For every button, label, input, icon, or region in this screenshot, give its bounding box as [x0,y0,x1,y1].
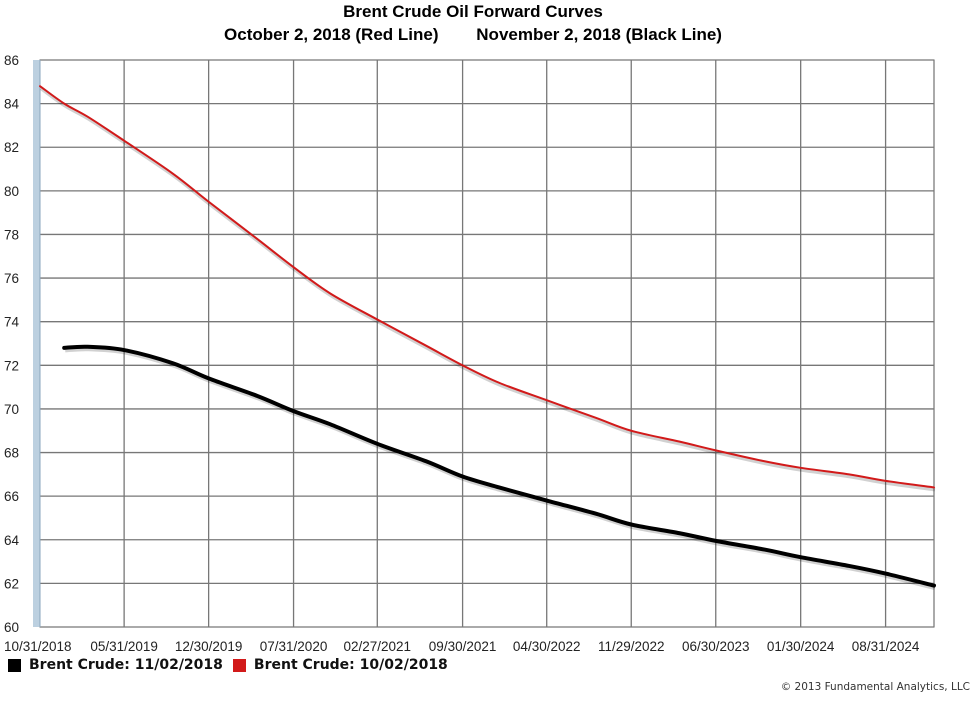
y-tick-label: 84 [4,97,20,112]
legend-item-black[interactable]: Brent Crude: 11/02/2018 [8,657,223,673]
y-tick-label: 70 [4,402,19,417]
chart-title: Brent Crude Oil Forward Curves [343,2,603,21]
x-tick-label: 12/30/2019 [175,639,243,654]
legend-item-red[interactable]: Brent Crude: 10/02/2018 [232,657,448,673]
series-line-black [62,344,936,588]
y-tick-label: 66 [4,489,19,504]
y-tick-label: 62 [4,576,19,591]
x-tick-label: 10/31/2018 [4,639,72,654]
x-tick-label: 02/27/2021 [343,639,411,654]
series-line-red [39,85,935,489]
legend-label-black: Brent Crude: 11/02/2018 [29,657,223,673]
y-tick-label: 76 [4,271,19,286]
series-red-shadow [39,86,936,492]
x-tick-label: 09/30/2021 [429,639,497,654]
legend-swatch-black [8,658,21,672]
y-tick-label: 74 [4,315,20,330]
x-tick-label: 11/29/2022 [598,639,665,654]
y-tick-label: 78 [4,227,19,242]
chart-subtitle: October 2, 2018 (Red Line) November 2, 2… [224,25,722,44]
x-tick-label: 06/30/2023 [682,639,750,654]
y-axis-bar [33,60,40,627]
y-tick-label: 60 [4,620,19,635]
y-tick-label: 68 [4,446,19,461]
legend-swatch-red [232,658,246,672]
grid [39,59,935,628]
x-tick-label: 04/30/2022 [513,639,581,654]
copyright-text: © 2013 Fundamental Analytics, LLC [780,681,970,693]
y-tick-label: 64 [4,533,20,548]
tick-labels: 60 62 64 66 68 70 72 74 76 78 80 82 84 86 10/31/2018 05… [4,53,920,654]
axes [33,60,41,627]
y-tick-label: 72 [4,358,19,373]
plot-area [39,59,935,628]
x-tick-label: 01/30/2024 [767,639,835,654]
series-layer [39,85,936,590]
legend-label-red: Brent Crude: 10/02/2018 [253,657,448,673]
y-tick-label: 86 [4,53,19,68]
y-tick-label: 82 [4,140,19,155]
x-tick-label: 07/31/2020 [260,639,328,654]
x-tick-label: 08/31/2024 [852,639,920,654]
legend: Brent Crude: 11/02/2018 Brent Crude: 10/… [8,657,458,673]
x-tick-label: 05/31/2019 [90,639,158,654]
y-tick-label: 80 [4,184,19,199]
